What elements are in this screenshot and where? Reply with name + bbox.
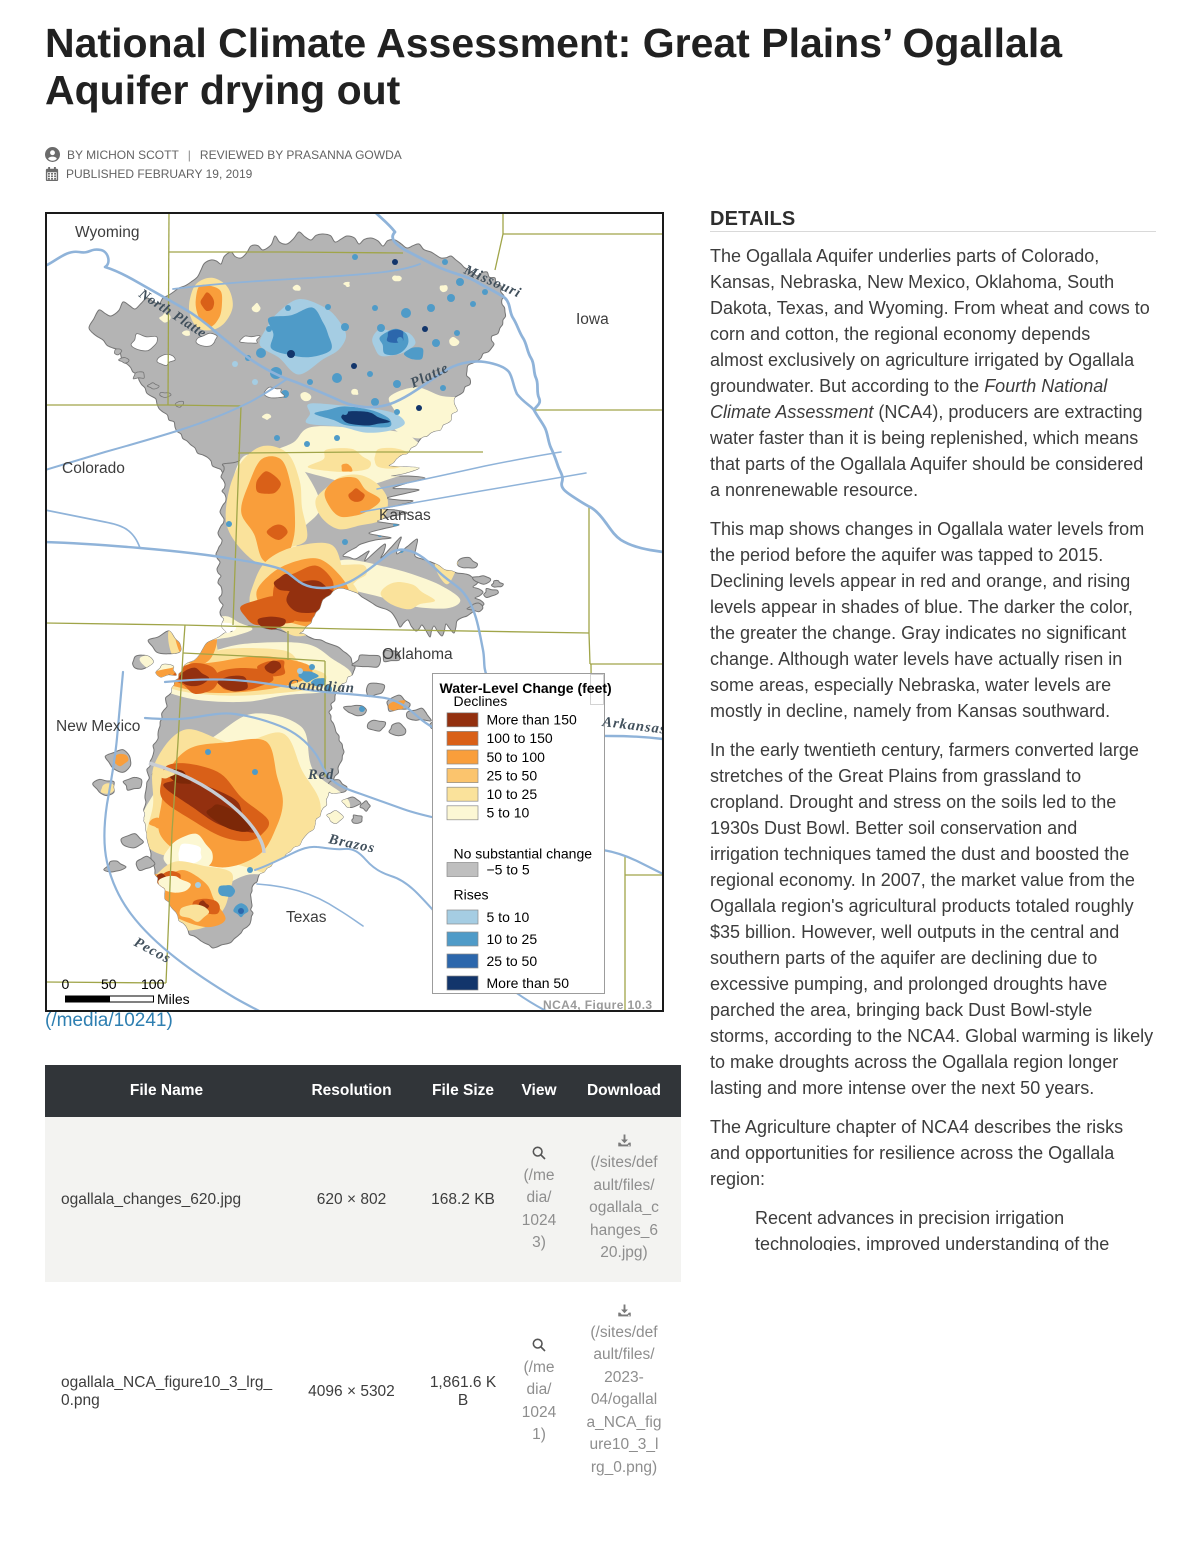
svg-text:Kansas: Kansas bbox=[379, 507, 431, 524]
svg-text:25 to 50: 25 to 50 bbox=[487, 767, 538, 783]
svg-text:Wyoming: Wyoming bbox=[75, 224, 139, 241]
svg-text:5 to 10: 5 to 10 bbox=[487, 805, 530, 821]
svg-text:−5 to 5: −5 to 5 bbox=[487, 861, 530, 877]
svg-text:Canadian: Canadian bbox=[288, 677, 356, 696]
svg-text:10 to 25: 10 to 25 bbox=[487, 786, 538, 802]
svg-text:Declines: Declines bbox=[454, 693, 508, 709]
svg-text:No substantial change: No substantial change bbox=[454, 846, 593, 862]
svg-text:50: 50 bbox=[101, 976, 117, 992]
svg-text:Iowa: Iowa bbox=[576, 311, 609, 328]
svg-text:Red: Red bbox=[307, 767, 334, 783]
svg-text:Texas: Texas bbox=[286, 909, 327, 926]
svg-text:0: 0 bbox=[62, 976, 70, 992]
svg-text:5 to 10: 5 to 10 bbox=[487, 909, 530, 925]
svg-text:NCA4, Figure 10.3: NCA4, Figure 10.3 bbox=[543, 998, 653, 1012]
svg-text:50 to 100: 50 to 100 bbox=[487, 749, 546, 765]
svg-text:Water-Level Change (feet): Water-Level Change (feet) bbox=[440, 680, 612, 696]
svg-text:100 to 150: 100 to 150 bbox=[487, 730, 553, 746]
svg-text:Rises: Rises bbox=[454, 887, 489, 903]
svg-text:100: 100 bbox=[141, 976, 165, 992]
svg-text:New Mexico: New Mexico bbox=[56, 718, 140, 735]
svg-text:25 to 50: 25 to 50 bbox=[487, 953, 538, 969]
svg-text:Miles: Miles bbox=[157, 991, 190, 1007]
svg-text:Oklahoma: Oklahoma bbox=[382, 646, 453, 663]
svg-text:10 to 25: 10 to 25 bbox=[487, 931, 538, 947]
svg-text:More than 50: More than 50 bbox=[487, 975, 570, 991]
svg-text:Colorado: Colorado bbox=[62, 460, 125, 477]
svg-text:More than 150: More than 150 bbox=[487, 712, 577, 728]
